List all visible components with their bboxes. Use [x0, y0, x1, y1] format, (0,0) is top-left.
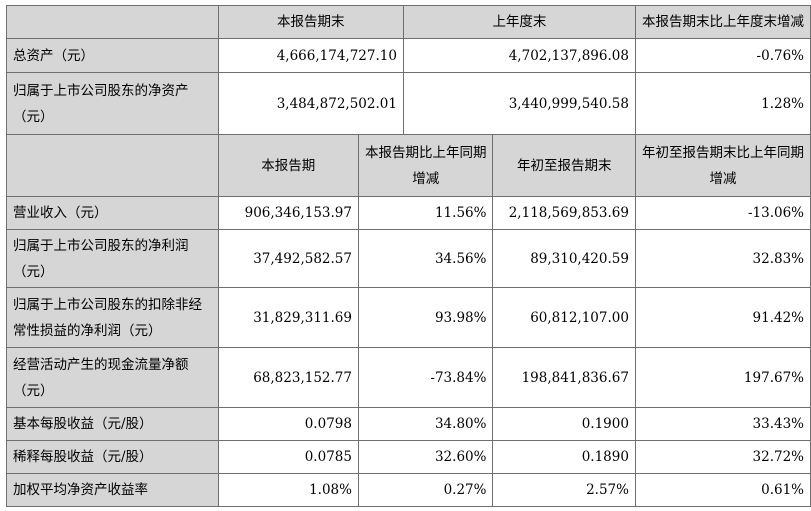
- row-label: 基本每股收益（元/股）: [6, 407, 219, 441]
- value-cell: 2,118,569,853.69: [492, 196, 636, 230]
- top-header-row: 本报告期末 上年度末 本报告期末比上年度末增减: [6, 5, 811, 39]
- header-prior-year-end: 上年度末: [402, 5, 636, 39]
- value-cell: 32.83%: [634, 229, 811, 288]
- value-cell: 4,666,174,727.10: [217, 38, 404, 73]
- table-row: 经营活动产生的现金流量净额（元） 68,823,152.77 -73.84% 1…: [6, 347, 811, 408]
- value-cell: 0.1890: [492, 440, 636, 474]
- header-period-end: 本报告期末: [217, 5, 404, 39]
- table-row: 营业收入（元） 906,346,153.97 11.56% 2,118,569,…: [6, 196, 811, 230]
- value-cell: 3,440,999,540.58: [402, 72, 636, 135]
- value-cell: 34.56%: [357, 229, 494, 288]
- row-label: 营业收入（元）: [6, 196, 219, 230]
- value-cell: 0.0785: [217, 440, 359, 474]
- value-cell: 3,484,872,502.01: [217, 72, 404, 135]
- bottom-header-row: 本报告期 本报告期比上年同期增减 年初至报告期末 年初至报告期末比上年同期增减: [6, 134, 811, 197]
- table-row: 归属于上市公司股东的扣除非经常性损益的净利润（元） 31,829,311.69 …: [6, 287, 811, 348]
- row-label: 经营活动产生的现金流量净额（元）: [6, 347, 219, 408]
- row-label: 总资产（元）: [6, 38, 219, 73]
- value-cell: 0.27%: [357, 473, 494, 507]
- value-cell: -13.06%: [634, 196, 811, 230]
- table-row: 基本每股收益（元/股） 0.0798 34.80% 0.1900 33.43%: [6, 407, 811, 441]
- header-current-period: 本报告期: [217, 134, 359, 197]
- value-cell: 1.28%: [634, 72, 811, 135]
- value-cell: 2.57%: [492, 473, 636, 507]
- value-cell: 31,829,311.69: [217, 287, 359, 348]
- table-row: 加权平均净资产收益率 1.08% 0.27% 2.57% 0.61%: [6, 473, 811, 507]
- value-cell: 4,702,137,896.08: [402, 38, 636, 73]
- value-cell: 198,841,836.67: [492, 347, 636, 408]
- table-row: 总资产（元） 4,666,174,727.10 4,702,137,896.08…: [6, 38, 811, 73]
- header-blank-cell: [6, 134, 219, 197]
- value-cell: 33.43%: [634, 407, 811, 441]
- row-label: 加权平均净资产收益率: [6, 473, 219, 507]
- value-cell: 60,812,107.00: [492, 287, 636, 348]
- value-cell: 906,346,153.97: [217, 196, 359, 230]
- value-cell: 0.1900: [492, 407, 636, 441]
- table-row: 归属于上市公司股东的净利润（元） 37,492,582.57 34.56% 89…: [6, 229, 811, 288]
- row-label: 稀释每股收益（元/股）: [6, 440, 219, 474]
- header-change-vs-prior-year-end: 本报告期末比上年度末增减: [634, 5, 811, 39]
- value-cell: -73.84%: [357, 347, 494, 408]
- header-current-period-change: 本报告期比上年同期增减: [357, 134, 494, 197]
- value-cell: 11.56%: [357, 196, 494, 230]
- value-cell: 37,492,582.57: [217, 229, 359, 288]
- value-cell: -0.76%: [634, 38, 811, 73]
- table-row: 稀释每股收益（元/股） 0.0785 32.60% 0.1890 32.72%: [6, 440, 811, 474]
- row-label: 归属于上市公司股东的净资产（元）: [6, 72, 219, 135]
- value-cell: 32.72%: [634, 440, 811, 474]
- row-label: 归属于上市公司股东的净利润（元）: [6, 229, 219, 288]
- value-cell: 197.67%: [634, 347, 811, 408]
- value-cell: 89,310,420.59: [492, 229, 636, 288]
- header-year-to-date: 年初至报告期末: [492, 134, 636, 197]
- value-cell: 1.08%: [217, 473, 359, 507]
- value-cell: 34.80%: [357, 407, 494, 441]
- value-cell: 93.98%: [357, 287, 494, 348]
- header-blank-cell: [6, 5, 219, 39]
- value-cell: 0.0798: [217, 407, 359, 441]
- value-cell: 91.42%: [634, 287, 811, 348]
- value-cell: 0.61%: [634, 473, 811, 507]
- value-cell: 32.60%: [357, 440, 494, 474]
- financial-summary-table: 本报告期末 上年度末 本报告期末比上年度末增减 总资产（元） 4,666,174…: [6, 5, 811, 507]
- header-year-to-date-change: 年初至报告期末比上年同期增减: [634, 134, 811, 197]
- table-row: 归属于上市公司股东的净资产（元） 3,484,872,502.01 3,440,…: [6, 72, 811, 135]
- value-cell: 68,823,152.77: [217, 347, 359, 408]
- row-label: 归属于上市公司股东的扣除非经常性损益的净利润（元）: [6, 287, 219, 348]
